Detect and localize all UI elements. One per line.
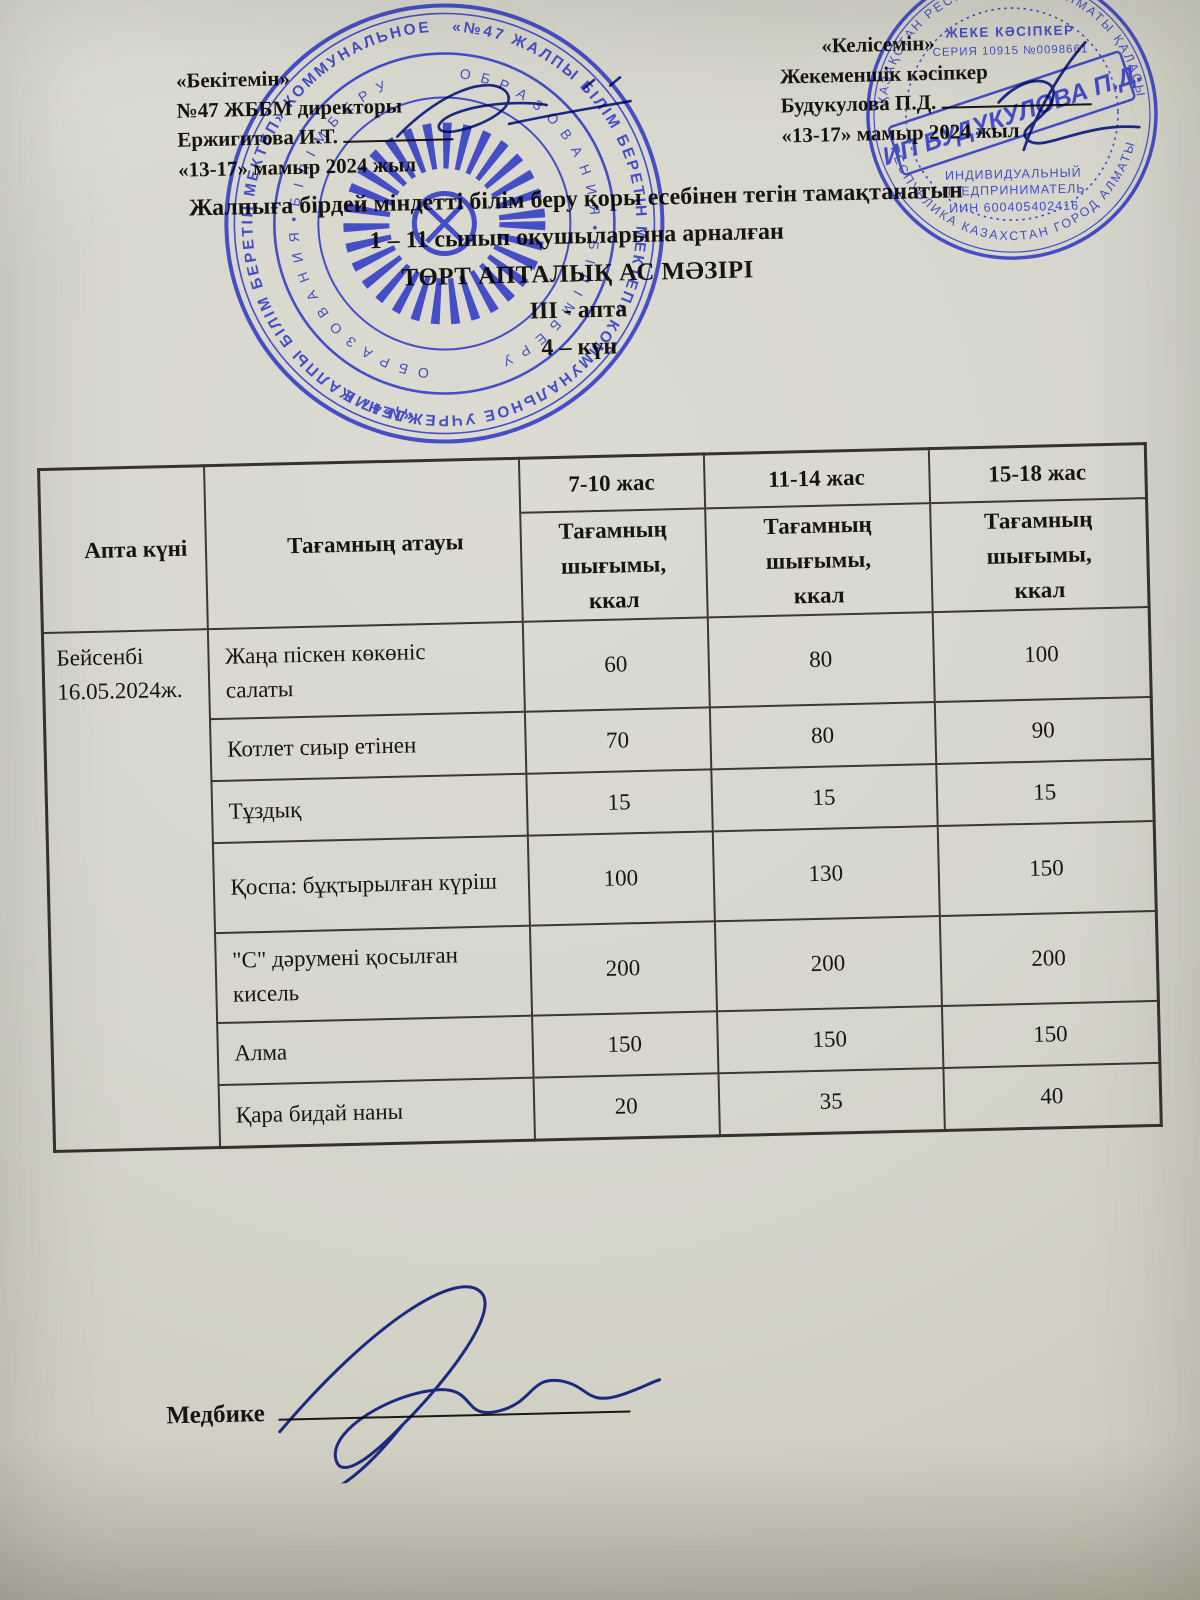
entrepreneur-stamp-line5: ИИН 600405402416 <box>949 199 1079 216</box>
dish-name: Тұздық <box>210 773 528 844</box>
dish-name: Қара бидай наны <box>218 1077 535 1148</box>
header-kcal-1: Тағамның шығымы, ккал <box>519 508 708 622</box>
day-cell: Бейсенбі 16.05.2024ж. <box>42 629 220 1151</box>
dish-name: Алма <box>216 1015 534 1086</box>
dish-name: "С" дәрумені қосылған кисель <box>214 925 532 1024</box>
kcal-value: 20 <box>533 1073 720 1140</box>
entrepreneur-stamp-line4: ПРЕДПРИНИМАТЕЛЬ <box>942 181 1086 198</box>
header-day: Апта күні <box>38 465 208 634</box>
entrepreneur-signature <box>997 40 1141 152</box>
kcal-value: 15 <box>935 758 1155 827</box>
header-kcal-3: Тағамның шығымы, ккал <box>929 498 1150 613</box>
header-age-2: 11-14 жас <box>703 448 930 509</box>
kcal-value: 40 <box>942 1062 1162 1130</box>
entrepreneur-stamp-line1: ЖЕКЕ КӘСІПКЕР <box>944 23 1075 41</box>
school-round-stamp-icon: «№47 ЖАЛПЫ БІЛІМ БЕРЕТІН МЕКТЕП» КОММУНА… <box>209 0 665 444</box>
kcal-value: 100 <box>932 607 1152 703</box>
kcal-value: 15 <box>525 769 713 836</box>
entrepreneur-stamp-line3: ИНДИВИДУАЛЬНЫЙ <box>945 164 1082 182</box>
dish-name: Қоспа: бұқтырылған күріш <box>212 835 530 934</box>
kcal-value: 80 <box>709 702 936 770</box>
kcal-value: 60 <box>522 617 710 712</box>
dish-name: Котлет сиыр етінен <box>209 711 526 782</box>
kcal-value: 70 <box>524 707 711 774</box>
entrepreneur-stamp-line2: СЕРИЯ 10915 №0098661 <box>932 43 1088 59</box>
kcal-value: 130 <box>712 826 940 922</box>
header-dish: Тағамның атауы <box>203 458 523 630</box>
header-age-1: 7-10 жас <box>518 453 705 513</box>
kcal-value: 35 <box>717 1067 945 1136</box>
kcal-value: 150 <box>937 820 1157 917</box>
kcal-value: 90 <box>934 696 1153 765</box>
kcal-value: 150 <box>716 1006 943 1074</box>
entrepreneur-round-stamp-icon: ҚАЗАҚСТАН РЕСПУБЛИКАСЫ АЛМАТЫ ҚАЛАСЫ РЕС… <box>866 0 1158 260</box>
kcal-value: 150 <box>941 1000 1160 1068</box>
kcal-value: 150 <box>531 1011 718 1078</box>
nurse-signature <box>278 1285 662 1486</box>
kcal-value: 80 <box>707 612 935 708</box>
director-signature <box>396 76 632 138</box>
kcal-value: 200 <box>939 910 1159 1007</box>
header-kcal-2: Тағамның шығымы, ккал <box>704 503 933 618</box>
header-age-3: 15-18 жас <box>928 443 1147 504</box>
kcal-value: 200 <box>714 916 942 1012</box>
kcal-value: 100 <box>527 831 715 926</box>
kcal-value: 15 <box>710 764 938 832</box>
menu-table: Апта күні Тағамның атауы 7-10 жас 11-14 … <box>37 442 1163 1153</box>
kcal-value: 200 <box>529 921 717 1016</box>
dish-name: Жаңа піскен көкөніс салаты <box>207 621 525 720</box>
